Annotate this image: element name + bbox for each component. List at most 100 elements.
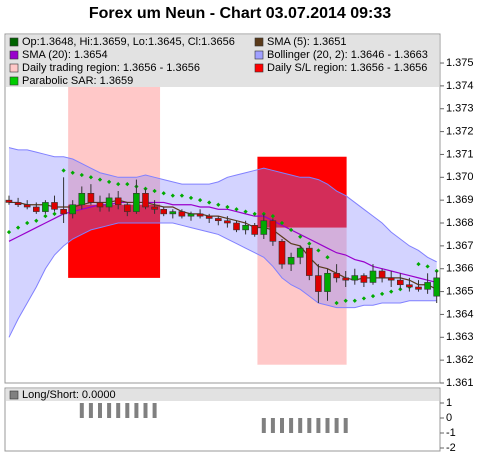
sar-dot	[116, 182, 121, 187]
legend-label: Parabolic SAR: 1.3659	[22, 75, 133, 87]
sar-dot	[88, 175, 94, 180]
candle-body	[433, 277, 441, 297]
candle-body	[242, 224, 249, 231]
legend-swatch	[254, 63, 264, 73]
sar-dot	[207, 200, 212, 205]
sar-dot	[152, 188, 157, 194]
indicator-bar	[116, 403, 121, 418]
candle-body	[415, 286, 422, 290]
sar-dot	[79, 172, 84, 178]
sma-line	[8, 201, 437, 284]
y-tick-label: 1.375	[446, 57, 474, 69]
candle-body	[396, 279, 404, 286]
y-tick-label: -2	[446, 442, 456, 454]
candle-body	[60, 208, 67, 215]
legend-swatch	[9, 37, 19, 47]
legend-swatch	[9, 76, 19, 86]
candle-body	[342, 277, 350, 281]
candle-body	[269, 220, 277, 242]
bollinger-line	[8, 147, 437, 263]
candle-body	[124, 204, 131, 212]
candle-body	[69, 204, 76, 215]
candle-body	[133, 193, 140, 212]
legend-label: Op:1.3648, Hi:1.3659, Lo:1.3645, Cl:1.36…	[22, 36, 235, 48]
sar-dot	[298, 234, 303, 239]
sar-dot	[179, 193, 185, 198]
y-tick-label: 1.361	[446, 377, 474, 389]
indicator-bar	[270, 418, 275, 433]
candle-body	[296, 247, 304, 258]
candle-body	[196, 213, 204, 217]
legend-swatch	[9, 390, 19, 400]
legend-label: Daily trading region: 1.3656 - 1.3656	[22, 62, 200, 74]
candle-body	[205, 215, 213, 219]
candle-body	[324, 272, 331, 292]
sar-dot	[334, 300, 339, 306]
indicator-bar	[98, 403, 102, 418]
indicator-bar	[88, 403, 93, 418]
sar-dot	[352, 298, 357, 303]
sar-dot	[416, 262, 421, 267]
indicator-bar	[298, 418, 303, 433]
indicator-bar	[325, 418, 330, 433]
sar-dot	[288, 227, 294, 232]
candle-body	[351, 275, 359, 281]
indicator-bar	[134, 403, 139, 418]
sar-dot	[379, 291, 385, 296]
sar-dot	[97, 177, 103, 182]
legend-swatch	[9, 50, 19, 60]
sar-dot	[106, 179, 112, 184]
candle-body	[187, 213, 195, 217]
sar-dot	[343, 298, 348, 303]
sar-dot	[307, 241, 312, 246]
sar-dot	[252, 211, 257, 216]
sar-dot	[25, 220, 30, 226]
sar-dot	[325, 255, 330, 260]
sar-dot	[70, 170, 75, 175]
candle-body	[178, 211, 186, 217]
sar-dot	[188, 195, 194, 200]
candle-body	[151, 206, 158, 210]
y-tick-label: -1	[446, 427, 456, 439]
y-tick-label: 1.364	[446, 308, 474, 320]
candle-body	[315, 275, 322, 292]
indicator-bar	[152, 403, 157, 418]
legend-swatch	[254, 50, 264, 60]
indicator-bar	[280, 418, 284, 433]
sar-dot	[161, 191, 166, 196]
legend-swatch	[9, 63, 19, 73]
y-tick-label: 1.368	[446, 217, 474, 229]
sar-dot	[225, 204, 230, 210]
y-tick-label: 1.362	[446, 354, 474, 366]
indicator-bar	[334, 418, 339, 433]
candle-body	[96, 202, 104, 208]
y-tick-label: 1.373	[446, 103, 474, 115]
candle-body	[387, 277, 395, 281]
candle-body	[260, 220, 268, 235]
sar-dot	[316, 248, 321, 253]
indicator-bar	[261, 418, 266, 433]
indicator-bar	[125, 403, 130, 418]
candle-body	[287, 256, 295, 265]
y-tick-label: 1.366	[446, 263, 474, 275]
sar-dot	[389, 289, 394, 294]
sar-dot	[15, 225, 21, 230]
candle-body	[14, 202, 22, 206]
sar-dot	[6, 230, 12, 235]
candle-body	[360, 275, 368, 283]
indicator-bar	[307, 418, 312, 433]
sar-dot	[243, 209, 248, 214]
candle-body	[160, 208, 167, 215]
y-tick-label: 1.369	[446, 194, 474, 206]
candle-body	[215, 218, 222, 222]
candle-body	[42, 202, 49, 212]
indicator-bar	[107, 403, 112, 418]
sar-dot	[43, 214, 48, 219]
sar-dot	[197, 198, 203, 203]
region	[68, 204, 161, 278]
sar-dot	[125, 182, 130, 187]
indicator-bar	[79, 403, 84, 418]
y-tick-label: 1.372	[446, 125, 474, 137]
y-tick-label: 1.370	[446, 171, 474, 183]
legend-label: SMA (20): 1.3654	[22, 49, 108, 61]
